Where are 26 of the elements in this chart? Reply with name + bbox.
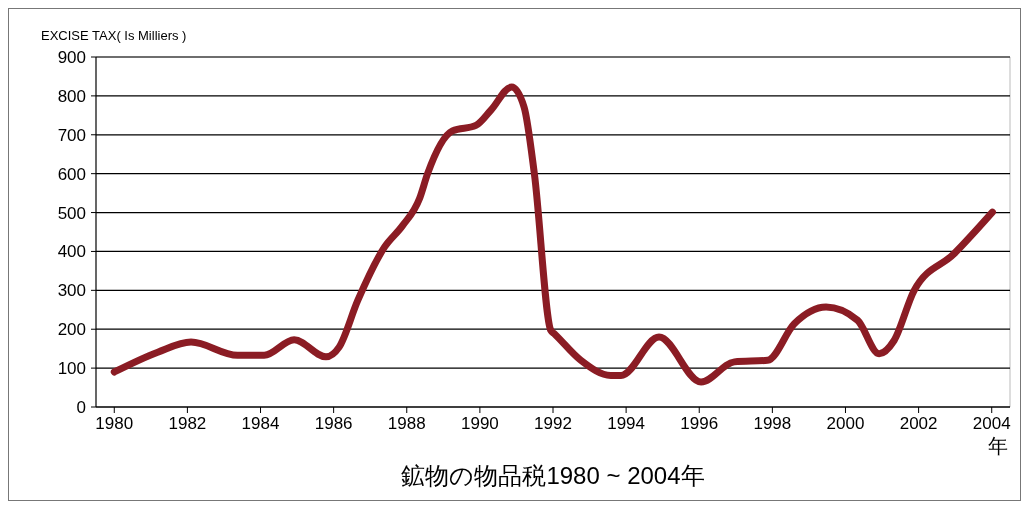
x-tick-label: 1996: [680, 414, 719, 433]
x-tick-label: 1984: [241, 414, 280, 433]
x-tick-label: 1998: [753, 414, 792, 433]
x-tick-label: 1988: [387, 414, 426, 433]
y-tick-label: 200: [57, 320, 86, 340]
y-tick-label: 0: [76, 397, 86, 417]
x-tick-label: 1986: [314, 414, 353, 433]
y-tick-label: 900: [57, 47, 86, 67]
y-tick-label: 100: [57, 359, 86, 379]
x-tick-label: 2002: [899, 414, 938, 433]
x-tick-label: 1980: [95, 414, 134, 433]
y-tick-label: 800: [57, 86, 86, 106]
x-tick-label: 1990: [460, 414, 499, 433]
x-tick-label: 2000: [826, 414, 865, 433]
y-tick-label: 600: [57, 164, 86, 184]
x-axis-title: 年: [988, 435, 1008, 457]
x-tick-label: 1994: [607, 414, 646, 433]
text: 鉱物の物品税1980 ~ 2004年: [401, 462, 705, 489]
y-tick-label: 700: [57, 125, 86, 145]
y-tick-label: 500: [57, 203, 86, 223]
x-tick-label: 1982: [168, 414, 207, 433]
y-axis-title: EXCISE TAX( Is Milliers ): [41, 28, 187, 43]
x-tick-label: 1992: [534, 414, 572, 433]
y-tick-label: 300: [57, 281, 86, 301]
y-tick-label: 400: [57, 242, 86, 262]
x-tick-label: 2004: [972, 414, 1011, 433]
